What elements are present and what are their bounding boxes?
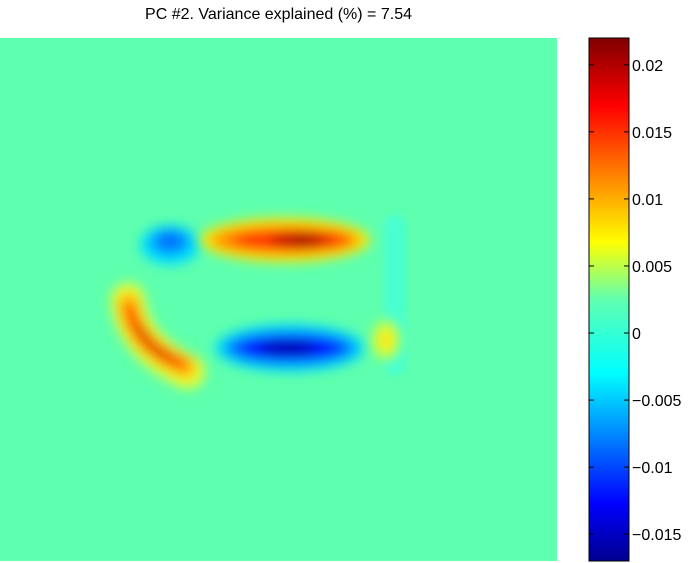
feature-left-positive-arc bbox=[111, 283, 205, 389]
colorbar-tick-label: −0.005 bbox=[632, 393, 681, 410]
colorbar-tick-label: −0.015 bbox=[632, 527, 681, 544]
feature-lower-negative-band bbox=[215, 324, 365, 372]
colorbar-tick-label: 0.015 bbox=[632, 125, 672, 142]
colorbar: 0.02 0.015 0.01 0.005 0 −0.005 −0.01 −0.015 bbox=[588, 37, 681, 562]
feature-upper-left-negative-blob bbox=[140, 225, 200, 265]
colorbar-ticks: 0.02 0.015 0.01 0.005 0 −0.005 −0.01 −0.015 bbox=[589, 58, 681, 544]
feature-upper-positive-band bbox=[200, 218, 370, 262]
heatmap-background bbox=[0, 38, 557, 561]
colorbar-tick-label: 0.02 bbox=[632, 58, 663, 75]
colorbar-tick-label: 0.005 bbox=[632, 259, 672, 276]
colorbar-tick-label: 0 bbox=[632, 326, 641, 343]
colorbar-tick-label: 0.01 bbox=[632, 192, 663, 209]
chart-title: PC #2. Variance explained (%) = 7.54 bbox=[145, 6, 412, 23]
colorbar-gradient bbox=[588, 37, 630, 562]
heatmap-area bbox=[0, 38, 557, 561]
feature-right-positive-blob bbox=[372, 320, 400, 360]
colorbar-tick-label: −0.01 bbox=[632, 460, 673, 477]
